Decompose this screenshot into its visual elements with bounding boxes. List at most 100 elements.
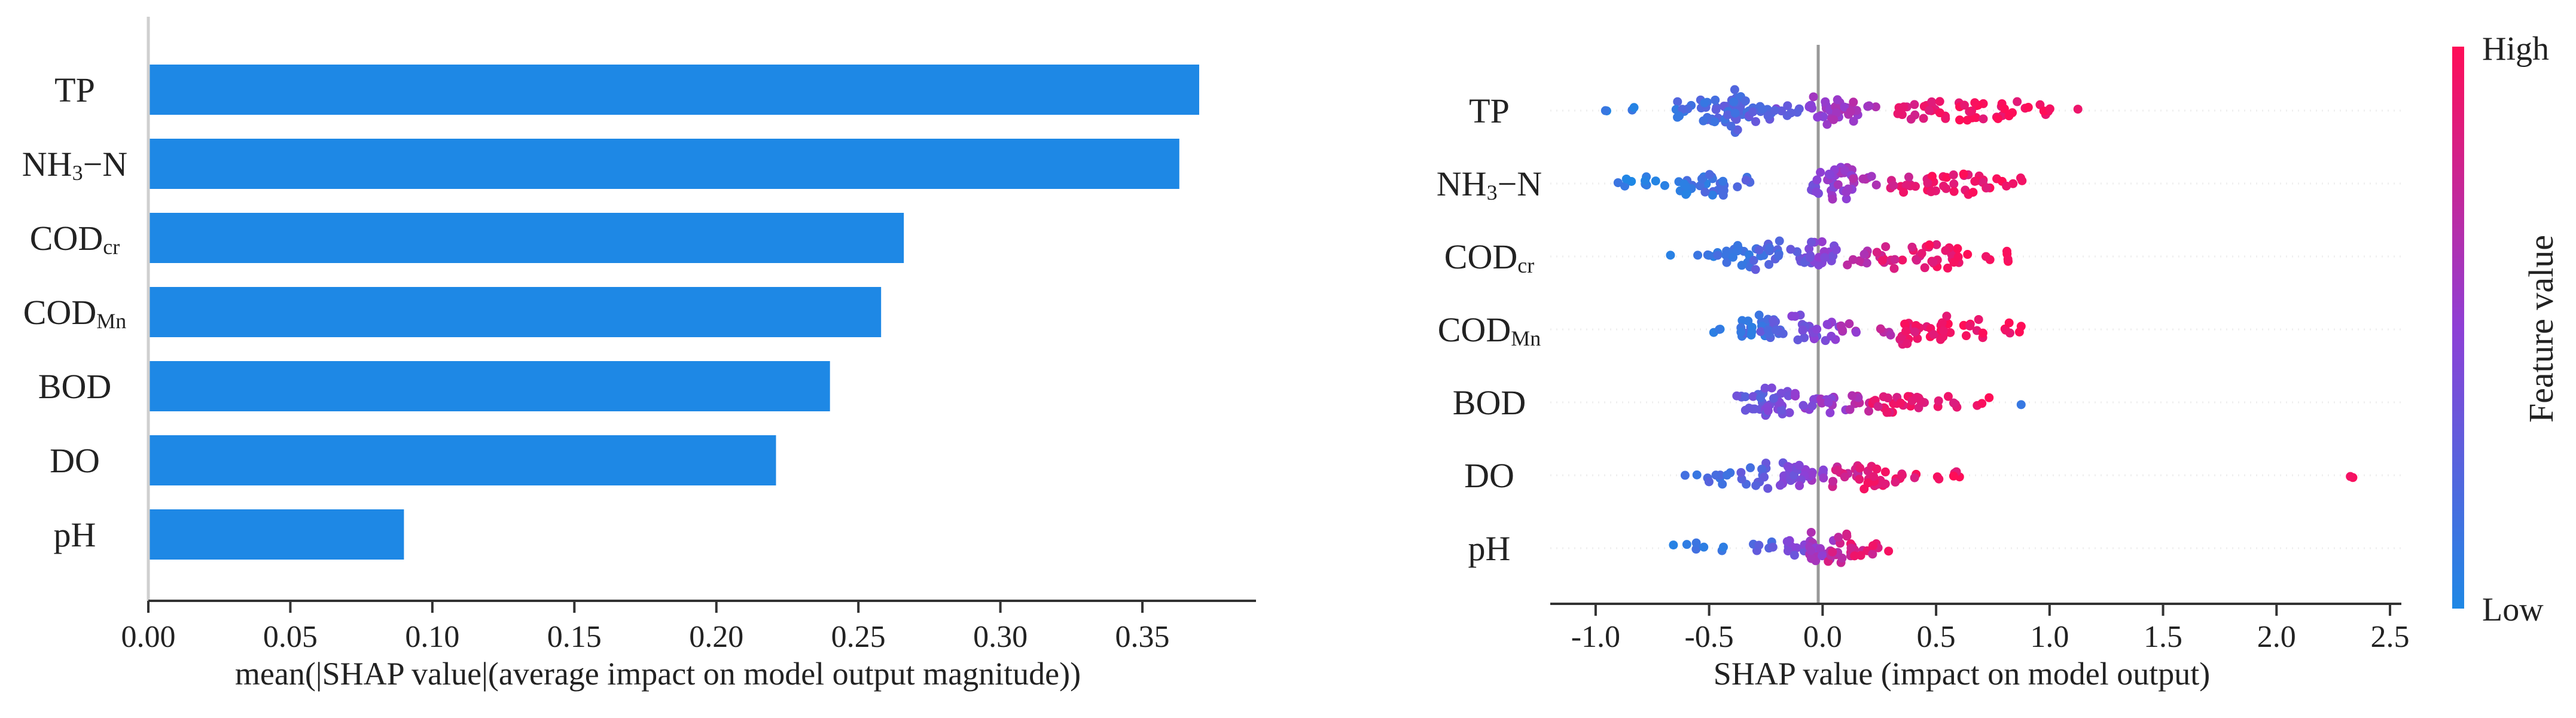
swarm-point [1981, 252, 1991, 261]
swarm-point [1708, 190, 1717, 200]
swarm-point [1846, 107, 1855, 117]
swarm-point [1756, 393, 1766, 402]
swarm-point [1621, 174, 1631, 184]
swarm-point [1827, 331, 1836, 341]
colorbar: High Low Feature value [2452, 30, 2560, 628]
swarm-point [1833, 465, 1842, 475]
swarm-point [1911, 182, 1920, 191]
swarm-y-tick-label: NH3−N [1437, 164, 1542, 204]
swarm-point [1699, 542, 1709, 552]
swarm-point [2016, 322, 2026, 331]
swarm-point [1774, 251, 1784, 261]
swarm-point [1900, 319, 1910, 329]
swarm-point [1704, 477, 1714, 487]
swarm-x-tick-label: -1.0 [1571, 620, 1620, 654]
swarm-point [1978, 328, 1987, 338]
swarm-point [1763, 325, 1773, 335]
swarm-point [1775, 236, 1784, 246]
swarm-point [1733, 182, 1742, 191]
swarm-point [1850, 551, 1859, 561]
swarm-point [1783, 546, 1792, 556]
swarm-point [1680, 470, 1690, 480]
swarm-point [1828, 194, 1837, 204]
swarm-point [1711, 470, 1721, 480]
swarm-point [1822, 320, 1832, 329]
swarm-point [1691, 538, 1701, 548]
swarm-point [1923, 178, 1932, 188]
swarm-point [1807, 237, 1816, 247]
swarm-points [1601, 85, 2358, 567]
swarm-point [1851, 328, 1861, 337]
swarm-y-tick-label: CODMn [1438, 310, 1541, 350]
swarm-point [1721, 250, 1730, 260]
swarm-point [1962, 115, 1972, 125]
swarm-point [1871, 180, 1881, 190]
swarm-point [1771, 325, 1781, 335]
swarm-point [1770, 106, 1779, 115]
swarm-point [1641, 176, 1650, 185]
bar-nh3-n [148, 139, 1179, 189]
swarm-point [1749, 256, 1758, 265]
bar-x-ticks: 0.00 0.05 0.10 0.15 0.20 0.25 0.30 0.35 [121, 601, 1170, 654]
swarm-point [1805, 253, 1815, 262]
bar-y-tick-label: pH [54, 515, 96, 554]
swarm-point [1710, 117, 1720, 127]
swarm-point [1812, 325, 1822, 334]
swarm-point [1806, 527, 1816, 537]
swarm-point [1938, 326, 1948, 335]
swarm-point [1993, 114, 2003, 123]
bar-x-tick-label: 0.35 [1115, 620, 1170, 654]
swarm-point [1968, 188, 1978, 197]
swarm-point [1829, 115, 1839, 124]
swarm-point [1798, 325, 1807, 335]
bar-codcr [148, 213, 904, 263]
swarm-point [1891, 477, 1900, 487]
swarm-point [1842, 531, 1852, 541]
swarm-point [1751, 481, 1761, 490]
swarm-point [1899, 102, 1909, 112]
swarm-point [1748, 392, 1758, 401]
bar-y-tick-label: TP [54, 71, 95, 109]
swarm-point [1868, 549, 1877, 559]
swarm-point [1705, 170, 1714, 179]
colorbar-low-label: Low [2482, 591, 2544, 628]
swarm-point [1824, 398, 1833, 407]
swarm-point [1949, 187, 1959, 196]
swarm-point [1953, 244, 1962, 253]
swarm-x-tick-label: 2.0 [2257, 620, 2296, 654]
swarm-y-tick-label: BOD [1453, 383, 1526, 422]
swarm-point [1660, 181, 1669, 190]
swarm-point [1807, 401, 1817, 411]
swarm-point [1760, 472, 1769, 482]
swarm-point [1713, 250, 1723, 260]
swarm-point [1681, 181, 1691, 191]
swarm-point [1920, 263, 1929, 273]
swarm-point [1806, 546, 1816, 555]
swarm-point [1793, 335, 1803, 344]
swarm-point [1719, 542, 1728, 552]
swarm-point [1943, 263, 1952, 273]
swarm-point [1718, 176, 1728, 186]
bar-x-tick-label: 0.00 [121, 620, 176, 654]
swarm-point [1697, 174, 1706, 184]
swarm-point [2003, 255, 2013, 264]
swarm-point [1872, 465, 1882, 474]
swarm-point [1769, 316, 1778, 325]
swarm-point [1726, 121, 1736, 131]
swarm-point [1880, 467, 1890, 476]
swarm-point [1754, 245, 1764, 255]
swarm-point [1730, 108, 1740, 118]
bar-series [148, 65, 1200, 560]
swarm-point [1795, 481, 1804, 490]
swarm-point [1794, 460, 1804, 470]
swarm-point [1740, 405, 1750, 415]
swarm-point [1848, 255, 1858, 264]
swarm-point [1843, 184, 1853, 194]
swarm-point [1807, 103, 1817, 113]
swarm-point [1831, 245, 1841, 255]
swarm-point [1798, 401, 1808, 410]
swarm-point [1907, 242, 1917, 252]
swarm-point [1843, 260, 1852, 270]
swarm-point [1786, 108, 1795, 118]
